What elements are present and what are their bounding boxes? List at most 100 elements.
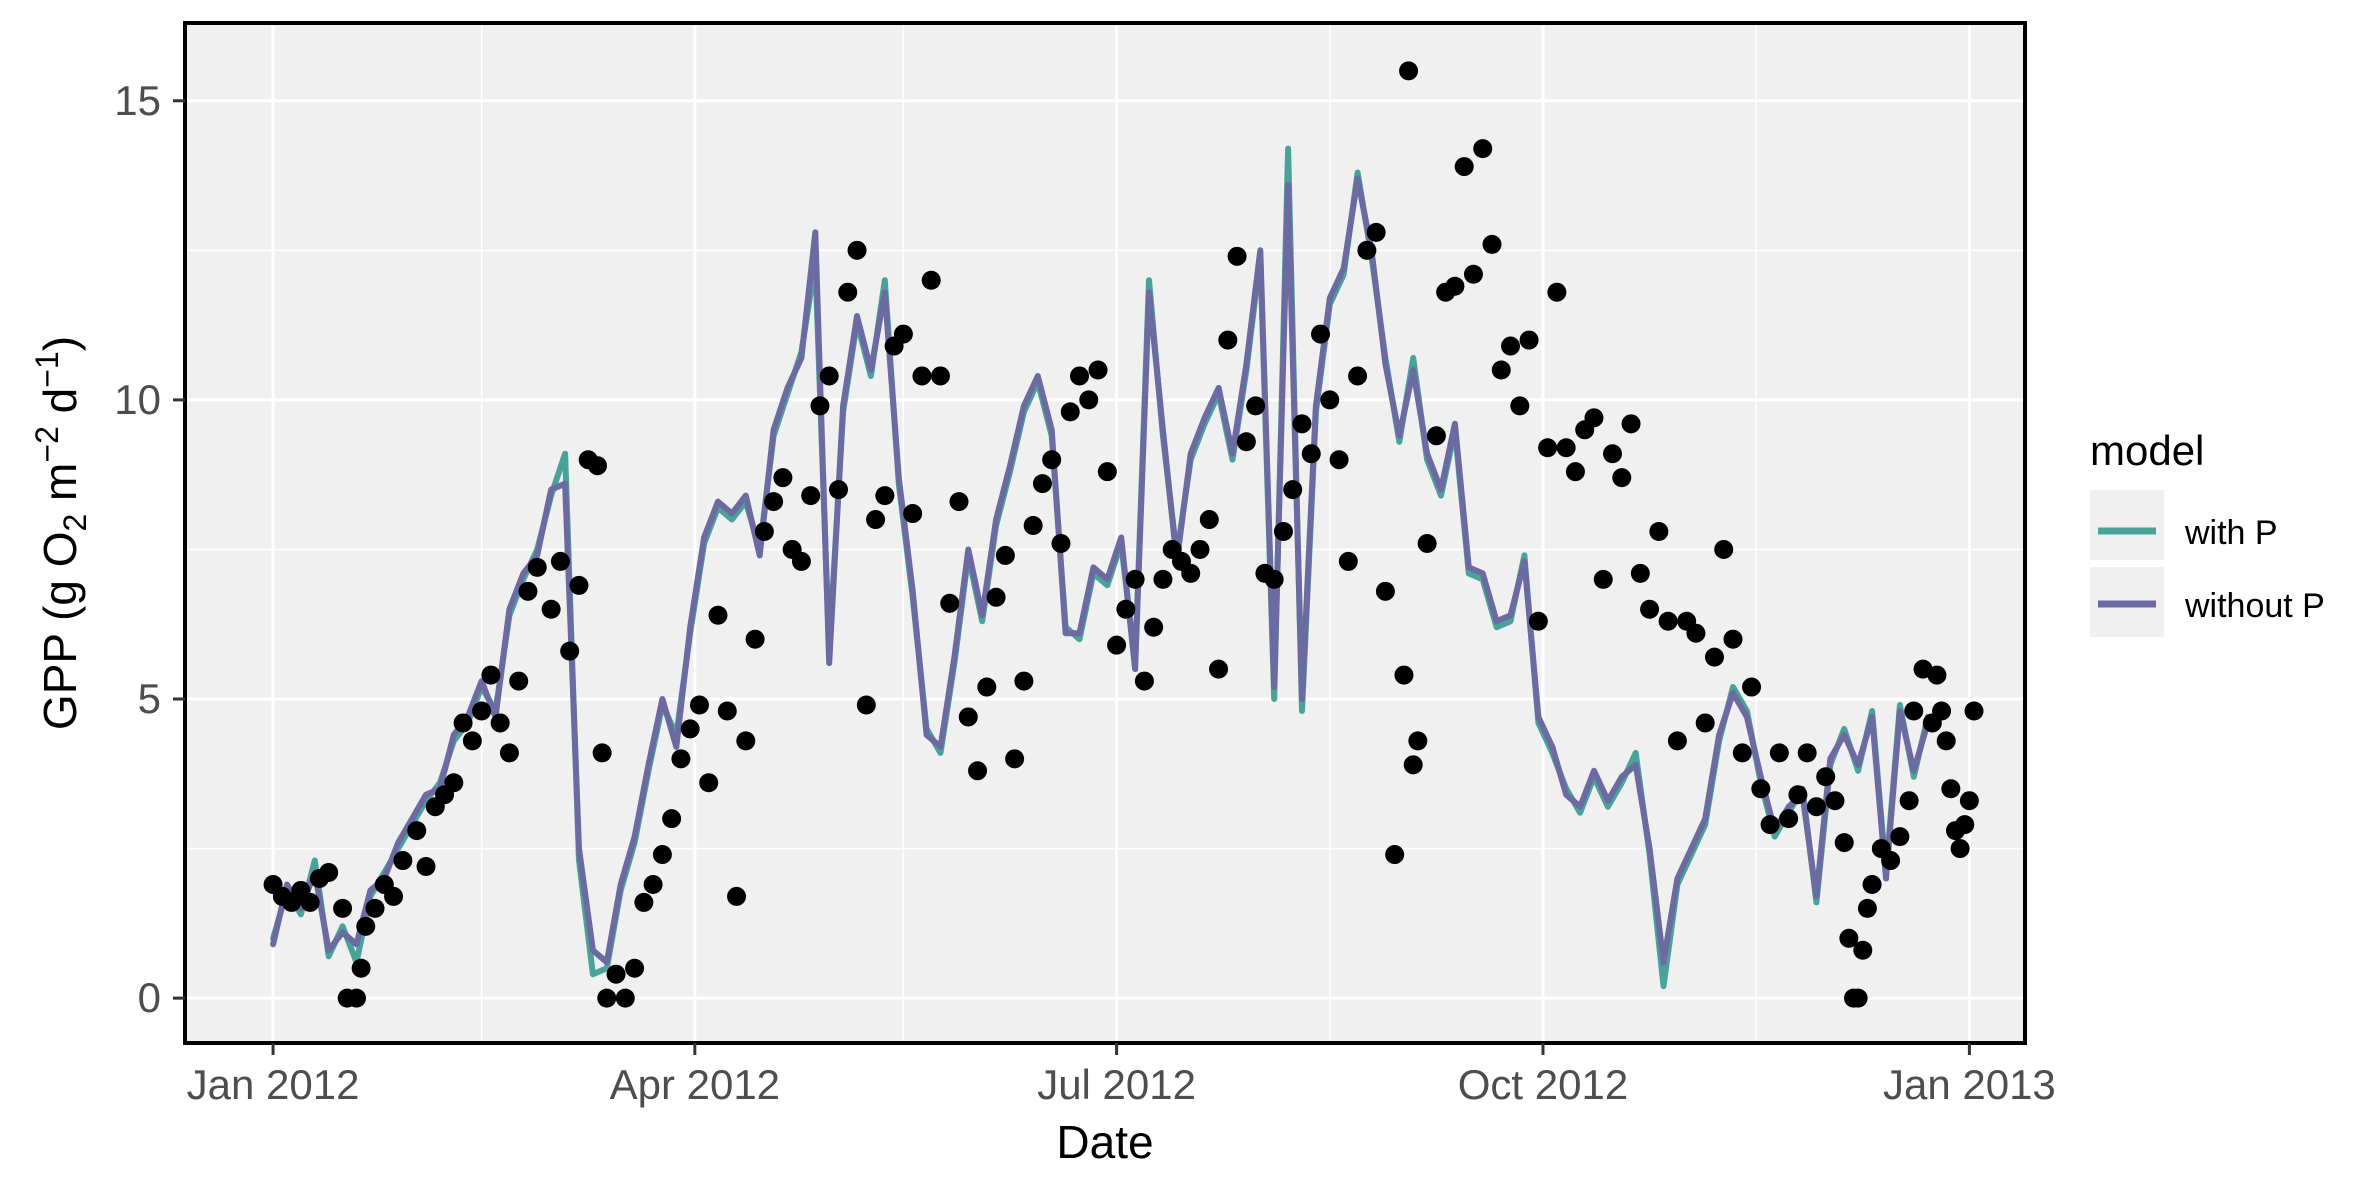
observed-point [912, 366, 932, 386]
observed-point [847, 240, 867, 260]
observed-point [597, 988, 617, 1008]
y-axis-title-sup: −1 [29, 351, 65, 387]
observed-point [1686, 623, 1706, 643]
plot-panel-background [185, 23, 2025, 1043]
observed-point [1936, 731, 1956, 751]
observed-point [1338, 551, 1358, 571]
observed-point [1153, 569, 1173, 589]
observed-point [875, 486, 895, 506]
observed-point [1463, 264, 1483, 284]
plot-panel-border [183, 21, 2027, 1045]
observed-point [1445, 276, 1465, 296]
observed-point [986, 587, 1006, 607]
observed-point [1079, 390, 1099, 410]
observed-point [958, 707, 978, 727]
observed-point [615, 988, 635, 1008]
observed-point [1742, 677, 1762, 697]
observed-point [625, 958, 645, 978]
observed-point [1640, 599, 1660, 619]
observed-point [1565, 462, 1585, 482]
observed-point [541, 599, 561, 619]
observed-point [1649, 522, 1669, 542]
observed-point [764, 492, 784, 512]
observed-point [606, 964, 626, 984]
observed-point [1593, 569, 1613, 589]
observed-point [1264, 569, 1284, 589]
observed-point [1311, 324, 1331, 344]
observed-point [1732, 743, 1752, 763]
observed-point [1190, 539, 1210, 559]
y-axis-title-part: GPP (g O [34, 532, 86, 731]
observed-point [1329, 450, 1349, 470]
observed-point [949, 492, 969, 512]
x-axis-title: Date [1056, 1116, 1153, 1168]
observed-point [940, 593, 960, 613]
observed-point [453, 713, 473, 733]
x-tick-label: Jul 2012 [1037, 1061, 1196, 1108]
observed-point [745, 629, 765, 649]
observed-point [1556, 438, 1576, 458]
observed-point [773, 468, 793, 488]
observed-point [1060, 402, 1080, 422]
observed-point [1399, 61, 1419, 81]
y-tick-label: 0 [138, 974, 161, 1021]
y-axis-title-part: m [34, 463, 86, 514]
x-tick-label: Jan 2012 [187, 1061, 360, 1108]
series-without-p [270, 175, 1931, 966]
observed-point [351, 958, 371, 978]
observed-point [689, 695, 709, 715]
y-axis-title-part: d [34, 388, 86, 426]
observed-point [1760, 815, 1780, 835]
observed-point [1538, 438, 1558, 458]
observed-point [499, 743, 519, 763]
observed-point [416, 857, 436, 877]
observed-point [1714, 539, 1734, 559]
observed-point [393, 851, 413, 871]
observed-point [1301, 444, 1321, 464]
observed-point [699, 773, 719, 793]
observed-point [1797, 743, 1817, 763]
observed-point [1051, 533, 1071, 553]
observed-point [1904, 701, 1924, 721]
observed-point [968, 761, 988, 781]
observed-points [263, 61, 1984, 1008]
observed-point [1032, 474, 1052, 494]
observed-point [1723, 629, 1743, 649]
observed-point [727, 886, 747, 906]
y-axis-title-sup: −2 [29, 426, 65, 462]
observed-point [810, 396, 830, 416]
observed-point [1116, 599, 1136, 619]
observed-point [1547, 282, 1567, 302]
legend-key-background [2090, 490, 2164, 560]
observed-point [1825, 791, 1845, 811]
observed-point [1357, 240, 1377, 260]
observed-point [1932, 701, 1952, 721]
legend-label-without-p: without P [2184, 587, 2325, 625]
observed-point [1853, 940, 1873, 960]
observed-point [1964, 701, 1984, 721]
observed-point [1227, 246, 1247, 266]
observed-point [1491, 360, 1511, 380]
observed-point [1862, 874, 1882, 894]
x-tick-label: Apr 2012 [610, 1061, 780, 1108]
observed-point [1658, 611, 1678, 631]
observed-point [1408, 731, 1428, 751]
y-tick-label: 10 [114, 376, 161, 423]
observed-point [365, 898, 385, 918]
observed-point [1927, 665, 1947, 685]
observed-point [1848, 988, 1868, 1008]
observed-point [592, 743, 612, 763]
observed-point [518, 581, 538, 601]
observed-point [1348, 366, 1368, 386]
y-axis-title-part: ) [34, 336, 86, 351]
observed-point [1042, 450, 1062, 470]
observed-point [903, 504, 923, 524]
observed-point [1959, 791, 1979, 811]
observed-point [356, 916, 376, 936]
observed-point [680, 719, 700, 739]
observed-point [1806, 797, 1826, 817]
observed-point [462, 731, 482, 751]
y-tick-label: 5 [138, 675, 161, 722]
observed-point [1857, 898, 1877, 918]
